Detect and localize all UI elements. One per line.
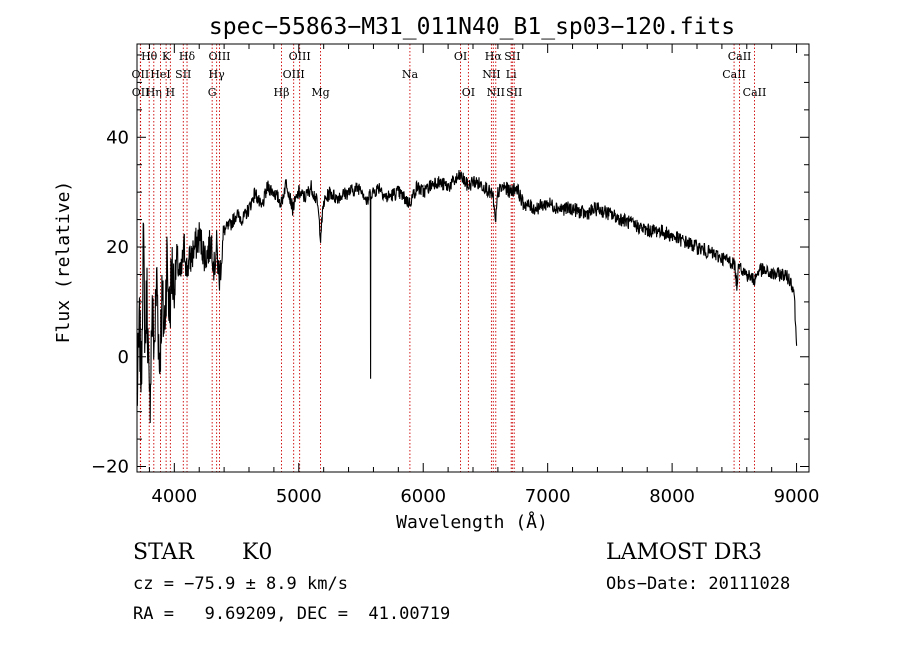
x-tick-label: 9000 (774, 486, 820, 507)
marker-label: SII (504, 50, 520, 63)
y-tick-label: 0 (118, 347, 129, 368)
x-tick-label: 5000 (276, 486, 322, 507)
marker-label: K (162, 50, 171, 63)
y-axis: −20 0 20 40 (91, 54, 809, 478)
marker-label: OIII (208, 50, 230, 63)
x-axis: 4000 5000 6000 7000 8000 9000 (148, 44, 820, 507)
marker-label: NII (482, 68, 500, 81)
x-tick-label: 4000 (151, 486, 197, 507)
marker-label: Hα (485, 50, 503, 63)
chart-title: spec−55863−M31_011N40_B1_sp03−120.fits (209, 14, 735, 40)
object-class: STAR (133, 540, 194, 565)
spectrum-line (136, 169, 798, 424)
x-tick-label: 6000 (400, 486, 446, 507)
marker-label: OI (462, 86, 475, 99)
marker-label: Hδ (179, 50, 196, 63)
survey-name: LAMOST DR3 (606, 540, 762, 565)
emission-line-markers: HθOIIOIIHηHeIKHSIIHδGHγOIIIHβOIIIOIIIMgN… (132, 44, 767, 472)
marker-label: CaII (722, 68, 746, 81)
marker-label: CaII (728, 50, 752, 63)
marker-label: Mg (311, 86, 329, 99)
observation-date: Obs−Date: 20111028 (606, 574, 791, 594)
y-tick-label: 40 (106, 127, 129, 148)
marker-label: HeI (150, 68, 170, 81)
marker-label: G (208, 86, 217, 99)
marker-label: Hγ (209, 68, 226, 81)
x-axis-label: Wavelength (Å) (396, 511, 548, 533)
y-tick-label: 20 (106, 237, 129, 258)
redshift-cz: cz = −75.9 ± 8.9 km/s (133, 574, 348, 594)
x-tick-label: 7000 (525, 486, 571, 507)
x-tick-label: 8000 (649, 486, 695, 507)
marker-label: CaII (743, 86, 767, 99)
marker-label: OII (132, 68, 150, 81)
marker-label: OII (132, 86, 150, 99)
marker-label: OIII (289, 50, 311, 63)
marker-label: SII (175, 68, 191, 81)
marker-label: NII (487, 86, 505, 99)
object-subclass: K0 (242, 540, 273, 565)
marker-label: OIII (283, 68, 305, 81)
marker-label: H (166, 86, 176, 99)
marker-label: Li (506, 68, 517, 81)
marker-label: Hθ (141, 50, 158, 63)
marker-label: OI (454, 50, 467, 63)
marker-label: Hβ (274, 86, 290, 99)
marker-label: SII (506, 86, 522, 99)
y-tick-label: −20 (91, 457, 129, 478)
marker-label: Na (402, 68, 419, 81)
y-axis-label: Flux (relative) (53, 181, 74, 344)
marker-label: Hη (146, 86, 162, 99)
ra-dec-coordinates: RA = 9.69209, DEC = 41.00719 (133, 604, 451, 624)
plot-frame (136, 43, 810, 473)
